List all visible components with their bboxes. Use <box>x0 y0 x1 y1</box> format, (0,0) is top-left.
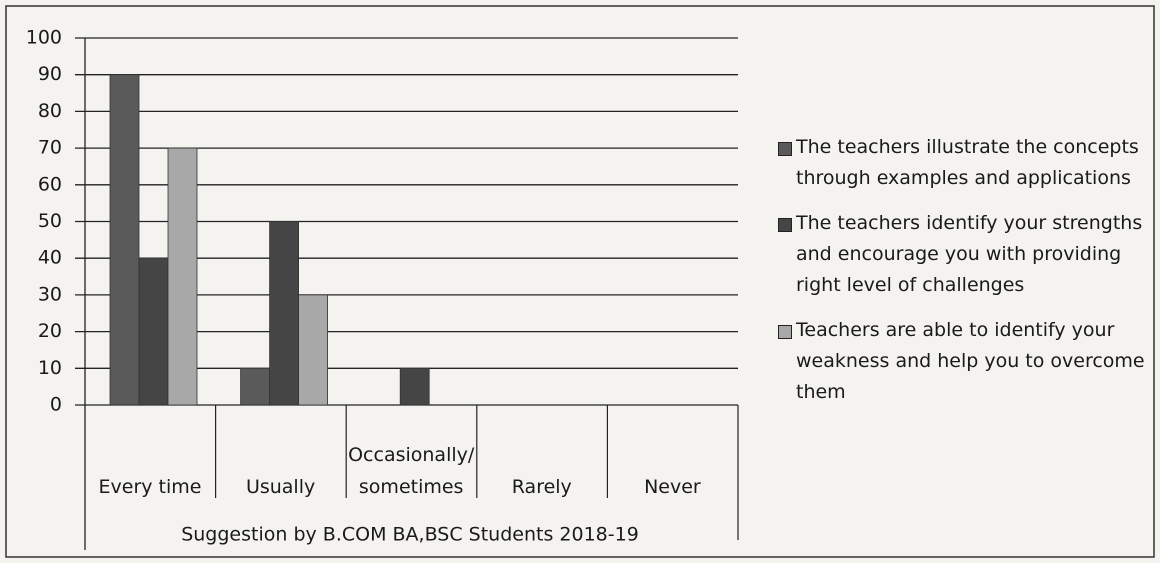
y-tick-label: 40 <box>38 247 62 269</box>
x-tick-label: Usually <box>245 476 316 498</box>
y-tick-label: 50 <box>38 210 62 232</box>
legend-item: The teachers identify your strengths and… <box>778 208 1148 301</box>
y-tick-label: 20 <box>38 320 62 342</box>
legend-label: The teachers identify your strengths and… <box>796 212 1143 296</box>
legend-item: The teachers illustrate the concepts thr… <box>778 132 1148 194</box>
y-tick-label: 80 <box>38 100 62 122</box>
x-tick-label: Occasionally/ sometimes <box>348 444 475 498</box>
legend-swatch <box>778 218 792 232</box>
legend-swatch <box>778 142 792 156</box>
legend-label: The teachers illustrate the concepts thr… <box>796 136 1139 189</box>
frame <box>5 5 1155 558</box>
bar <box>240 367 271 406</box>
y-tick-label: 0 <box>50 394 62 416</box>
bar <box>269 221 300 406</box>
bar <box>399 367 430 406</box>
y-tick-label: 60 <box>38 173 62 195</box>
bar <box>109 74 140 406</box>
x-axis-title: Suggestion by B.COM BA,BSC Students 2018… <box>181 524 639 546</box>
bar <box>298 294 329 406</box>
x-tick-label: Rarely <box>511 476 572 498</box>
bar <box>167 147 198 406</box>
x-tick-label: Never <box>644 476 701 498</box>
legend-label: Teachers are able to identify your weakn… <box>796 319 1145 403</box>
x-tick-label: Every time <box>98 476 202 498</box>
y-tick-label: 100 <box>26 27 62 49</box>
y-tick-label: 30 <box>38 283 62 305</box>
y-tick-label: 70 <box>38 137 62 159</box>
legend: The teachers illustrate the concepts thr… <box>778 132 1148 422</box>
y-tick-label: 90 <box>38 63 62 85</box>
y-tick-label: 10 <box>38 357 62 379</box>
legend-swatch <box>778 325 792 339</box>
bar <box>138 257 169 406</box>
legend-item: Teachers are able to identify your weakn… <box>778 315 1148 408</box>
